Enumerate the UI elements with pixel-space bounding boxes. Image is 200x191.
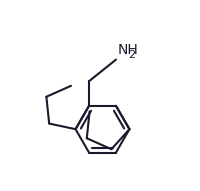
Text: NH: NH xyxy=(118,43,138,57)
Text: 2: 2 xyxy=(128,50,135,60)
